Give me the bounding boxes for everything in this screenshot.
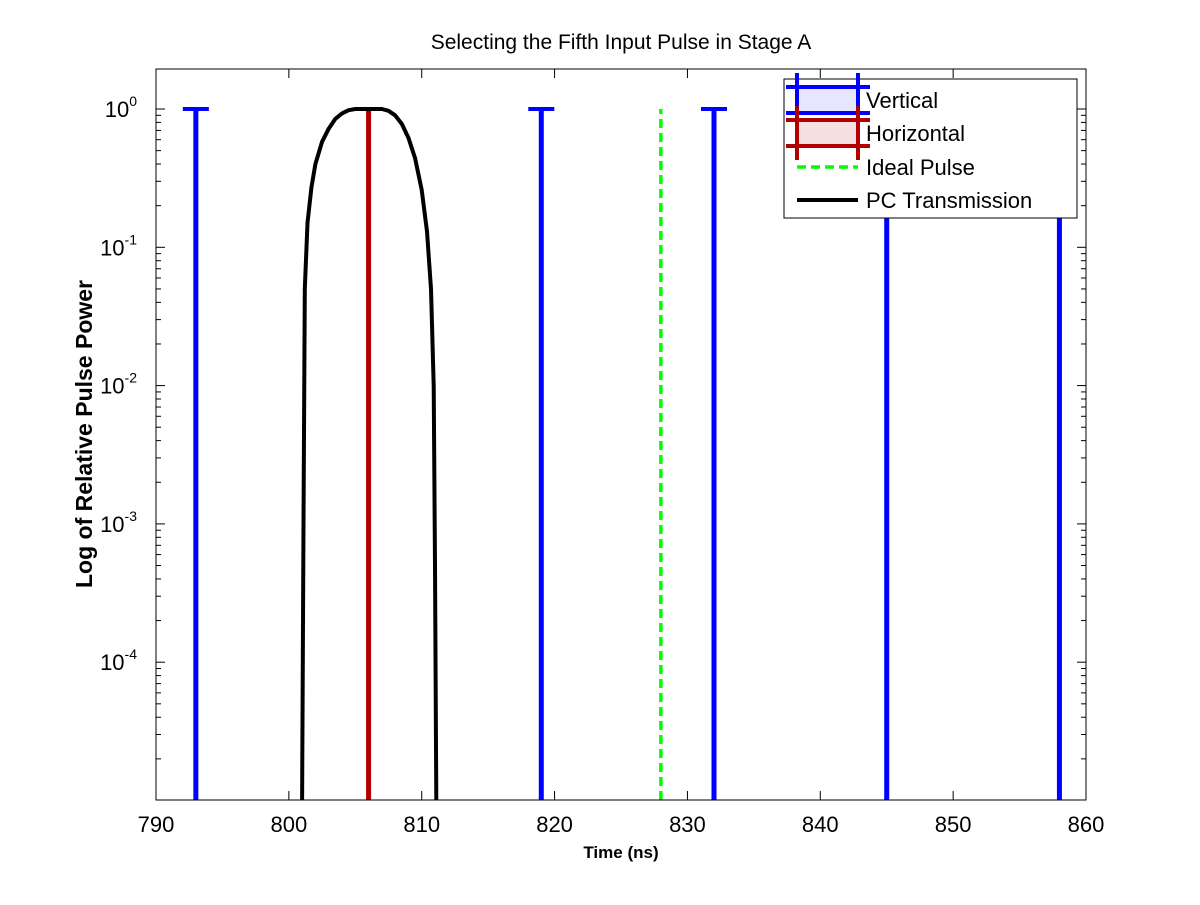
y-tick-label-base: 10 [100, 235, 124, 260]
x-tick-label: 860 [1068, 812, 1105, 837]
x-tick-label: 790 [138, 812, 175, 837]
plot-frame [155, 68, 1087, 801]
y-tick-label: 10-3 [100, 508, 137, 537]
y-tick-label-exponent: -2 [125, 370, 138, 386]
y-tick-label-base: 10 [105, 97, 129, 122]
x-tick-label: 830 [669, 812, 706, 837]
pc-transmission-legend-label: PC Transmission [866, 188, 1032, 213]
x-tick-label: 810 [403, 812, 440, 837]
y-tick-label: 100 [105, 93, 137, 122]
y-tick-label-exponent: -4 [125, 646, 138, 662]
y-tick-label-exponent: -1 [125, 231, 138, 247]
x-tick-label: 840 [802, 812, 839, 837]
y-tick-label-exponent: 0 [129, 93, 137, 109]
y-tick-label-exponent: -3 [125, 508, 138, 524]
y-tick-label: 10-2 [100, 370, 137, 399]
y-tick-label: 10-1 [100, 231, 137, 260]
ideal-pulse-legend-label: Ideal Pulse [866, 155, 975, 180]
horizontal-legend-swatch [797, 120, 858, 146]
vertical-legend-swatch [797, 87, 858, 113]
x-tick-label: 850 [935, 812, 972, 837]
y-tick-label: 10-4 [100, 646, 137, 675]
y-tick-label-base: 10 [100, 512, 124, 537]
chart-title: Selecting the Fifth Input Pulse in Stage… [431, 31, 812, 54]
x-tick-label: 800 [270, 812, 307, 837]
x-axis-label: Time (ns) [583, 843, 658, 862]
pc-transmission-curve [300, 107, 439, 801]
x-tick-label: 820 [536, 812, 573, 837]
horizontal-legend-label: Horizontal [866, 121, 965, 146]
vertical-legend-label: Vertical [866, 88, 938, 113]
y-axis-label: Log of Relative Pulse Power [71, 280, 97, 588]
y-tick-label-base: 10 [100, 374, 124, 399]
y-tick-label-base: 10 [100, 650, 124, 675]
